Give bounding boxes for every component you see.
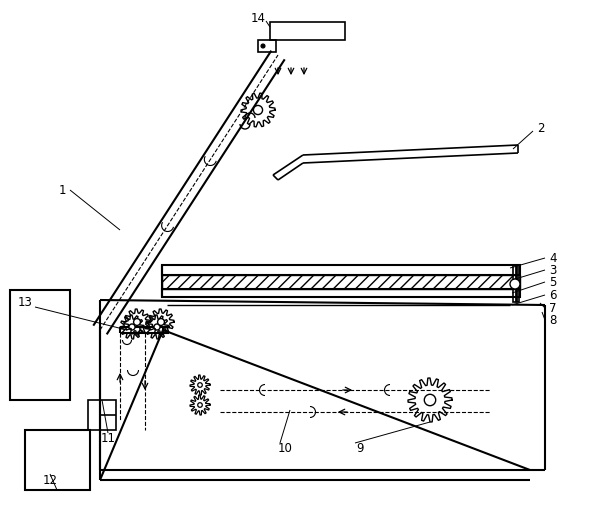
Bar (162, 275, 520, 289)
Circle shape (198, 383, 202, 387)
Text: 14: 14 (251, 12, 265, 25)
Bar (10, 290, 70, 400)
Circle shape (510, 279, 520, 289)
Text: 4: 4 (549, 251, 557, 265)
Circle shape (261, 44, 265, 48)
Text: 8: 8 (550, 314, 557, 327)
Bar (513, 265, 519, 302)
Text: 6: 6 (549, 289, 557, 301)
Text: 7: 7 (549, 301, 557, 314)
Circle shape (134, 318, 140, 326)
Bar (270, 22, 345, 40)
Text: 11: 11 (101, 431, 115, 445)
Circle shape (129, 324, 135, 330)
Bar (25, 430, 90, 490)
Bar (162, 265, 520, 275)
Circle shape (158, 318, 164, 326)
Bar (88, 400, 116, 430)
Text: 9: 9 (356, 442, 364, 454)
Text: 12: 12 (43, 474, 58, 486)
Text: 13: 13 (17, 295, 32, 309)
Text: 2: 2 (537, 122, 545, 134)
Text: 3: 3 (550, 264, 557, 276)
Circle shape (154, 324, 160, 330)
Bar (162, 289, 520, 297)
Circle shape (253, 105, 263, 114)
Text: 1: 1 (58, 183, 66, 197)
Text: 5: 5 (550, 275, 557, 289)
Circle shape (424, 394, 436, 406)
Circle shape (198, 403, 202, 407)
Bar (258, 40, 276, 52)
Text: 10: 10 (278, 442, 292, 454)
